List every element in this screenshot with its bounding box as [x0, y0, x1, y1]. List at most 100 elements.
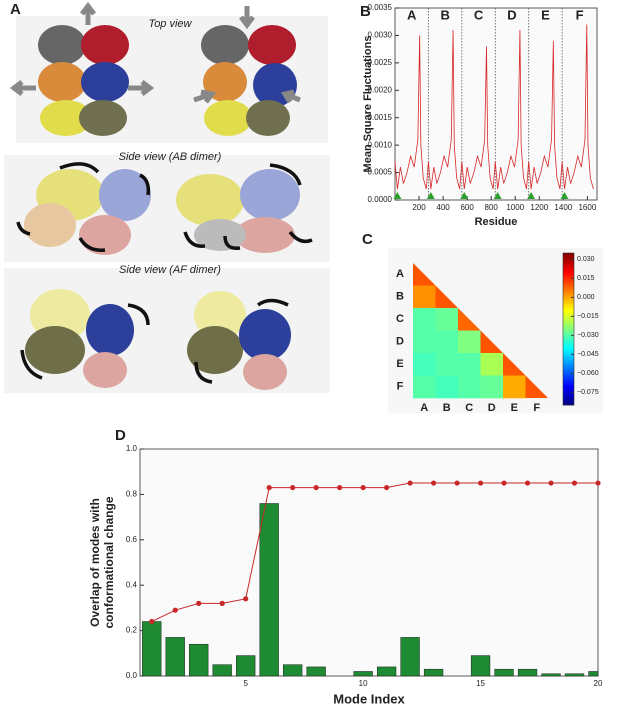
colorbar-step	[563, 377, 574, 381]
x-tick-label: 200	[412, 203, 426, 212]
point	[595, 480, 601, 486]
x-tick-label: 600	[460, 203, 474, 212]
row-label: F	[397, 381, 404, 393]
point	[172, 607, 178, 613]
segment-label: A	[407, 7, 417, 22]
colorbar-step	[563, 339, 574, 343]
colorbar-step	[563, 303, 574, 307]
bar	[283, 664, 303, 677]
colorbar-step	[563, 341, 574, 345]
colorbar-step	[563, 298, 574, 302]
colorbar-step	[563, 387, 574, 391]
heat-cell	[435, 285, 458, 308]
col-label: A	[420, 402, 428, 414]
protein-ab-1	[16, 162, 151, 255]
heat-cell	[480, 330, 503, 353]
colorbar-step	[563, 321, 574, 325]
point	[548, 480, 554, 486]
col-label: D	[488, 402, 496, 414]
point	[501, 480, 507, 486]
colorbar-step	[563, 346, 574, 350]
col-label: C	[465, 402, 473, 414]
overlap-line	[151, 482, 598, 622]
y-axis-label: conformational change	[102, 496, 116, 628]
caption: Side view (AB dimer)	[119, 151, 222, 163]
colorbar-step	[563, 273, 574, 277]
point	[407, 480, 413, 486]
heat-cell	[413, 330, 436, 354]
bar	[494, 668, 514, 677]
bar	[400, 637, 420, 677]
heat-cell	[435, 308, 459, 331]
panel-a: A Top view Side view (AB dimer) Side vie…	[4, 1, 330, 393]
colorbar-frame	[562, 252, 575, 406]
heat-cell	[435, 330, 459, 354]
x-tick-label: 1200	[530, 203, 548, 212]
segment-label: F	[576, 7, 584, 22]
colorbar-step	[563, 283, 574, 287]
x-tick-label: 1600	[578, 203, 596, 212]
colorbar-step	[563, 278, 574, 282]
y-tick-label: 0.8	[126, 490, 138, 499]
colorbar-step	[563, 270, 574, 274]
colorbar-step	[563, 392, 574, 396]
y-tick-label: 0.4	[126, 580, 138, 589]
point	[149, 618, 155, 625]
point	[243, 596, 249, 602]
colorbar-step	[563, 351, 574, 355]
heat-cell	[480, 353, 504, 376]
heat-cell	[525, 375, 548, 398]
y-tick-label: 0.0005	[368, 168, 393, 177]
colorbar-step	[563, 326, 574, 330]
bar	[517, 668, 538, 677]
colorbar-step	[563, 367, 574, 370]
heat-cell	[413, 285, 436, 309]
x-tick-label: 400	[436, 203, 450, 212]
colorbar-step	[563, 313, 574, 317]
heat-cell	[435, 353, 459, 376]
y-tick-label: 0.0030	[368, 31, 393, 40]
colorbar-step	[563, 275, 574, 279]
colorbar-step	[563, 397, 574, 401]
row-label: E	[396, 358, 403, 370]
marker	[460, 192, 469, 199]
protein-top-2	[193, 6, 301, 136]
colorbar-step	[563, 361, 574, 365]
row-label: C	[396, 313, 404, 325]
colorbar-step	[563, 291, 574, 294]
colorbar-tick-label: −0.015	[577, 313, 599, 320]
bar	[189, 643, 209, 677]
colorbar-step	[563, 296, 574, 299]
colorbar-step	[563, 265, 574, 269]
heat-cell	[413, 308, 436, 331]
y-tick-label: 0.0025	[368, 58, 393, 67]
colorbar-tick-label: −0.060	[577, 370, 599, 377]
heat-cell	[458, 353, 481, 376]
point	[219, 600, 225, 606]
x-tick-label: 5	[243, 679, 248, 688]
x-tick-label: 1000	[506, 203, 524, 212]
colorbar-tick-label: 0.015	[577, 275, 595, 282]
row-label: D	[396, 336, 404, 348]
colorbar-step	[563, 311, 574, 315]
heat-cell	[503, 353, 526, 376]
colorbar-step	[563, 306, 574, 310]
colorbar-step	[563, 372, 574, 375]
colorbar-step	[563, 334, 574, 337]
colorbar-tick-label: 0.030	[577, 256, 595, 263]
point	[454, 480, 460, 486]
y-tick-label: 0.0020	[368, 85, 393, 94]
x-tick-label: 20	[594, 679, 603, 688]
plot-area	[139, 448, 599, 677]
colorbar-step	[563, 323, 574, 327]
heat-cell	[458, 375, 481, 399]
colorbar-step	[563, 394, 574, 398]
colorbar-tick-label: 0.000	[577, 294, 595, 301]
bar	[142, 621, 162, 677]
colorbar-step	[563, 354, 574, 358]
colorbar-step	[563, 280, 574, 284]
heat-cell	[435, 375, 459, 399]
colorbar-step	[563, 318, 574, 322]
colorbar-step	[563, 344, 574, 348]
y-axis-label: Mean Square Fluctuations	[362, 36, 374, 173]
